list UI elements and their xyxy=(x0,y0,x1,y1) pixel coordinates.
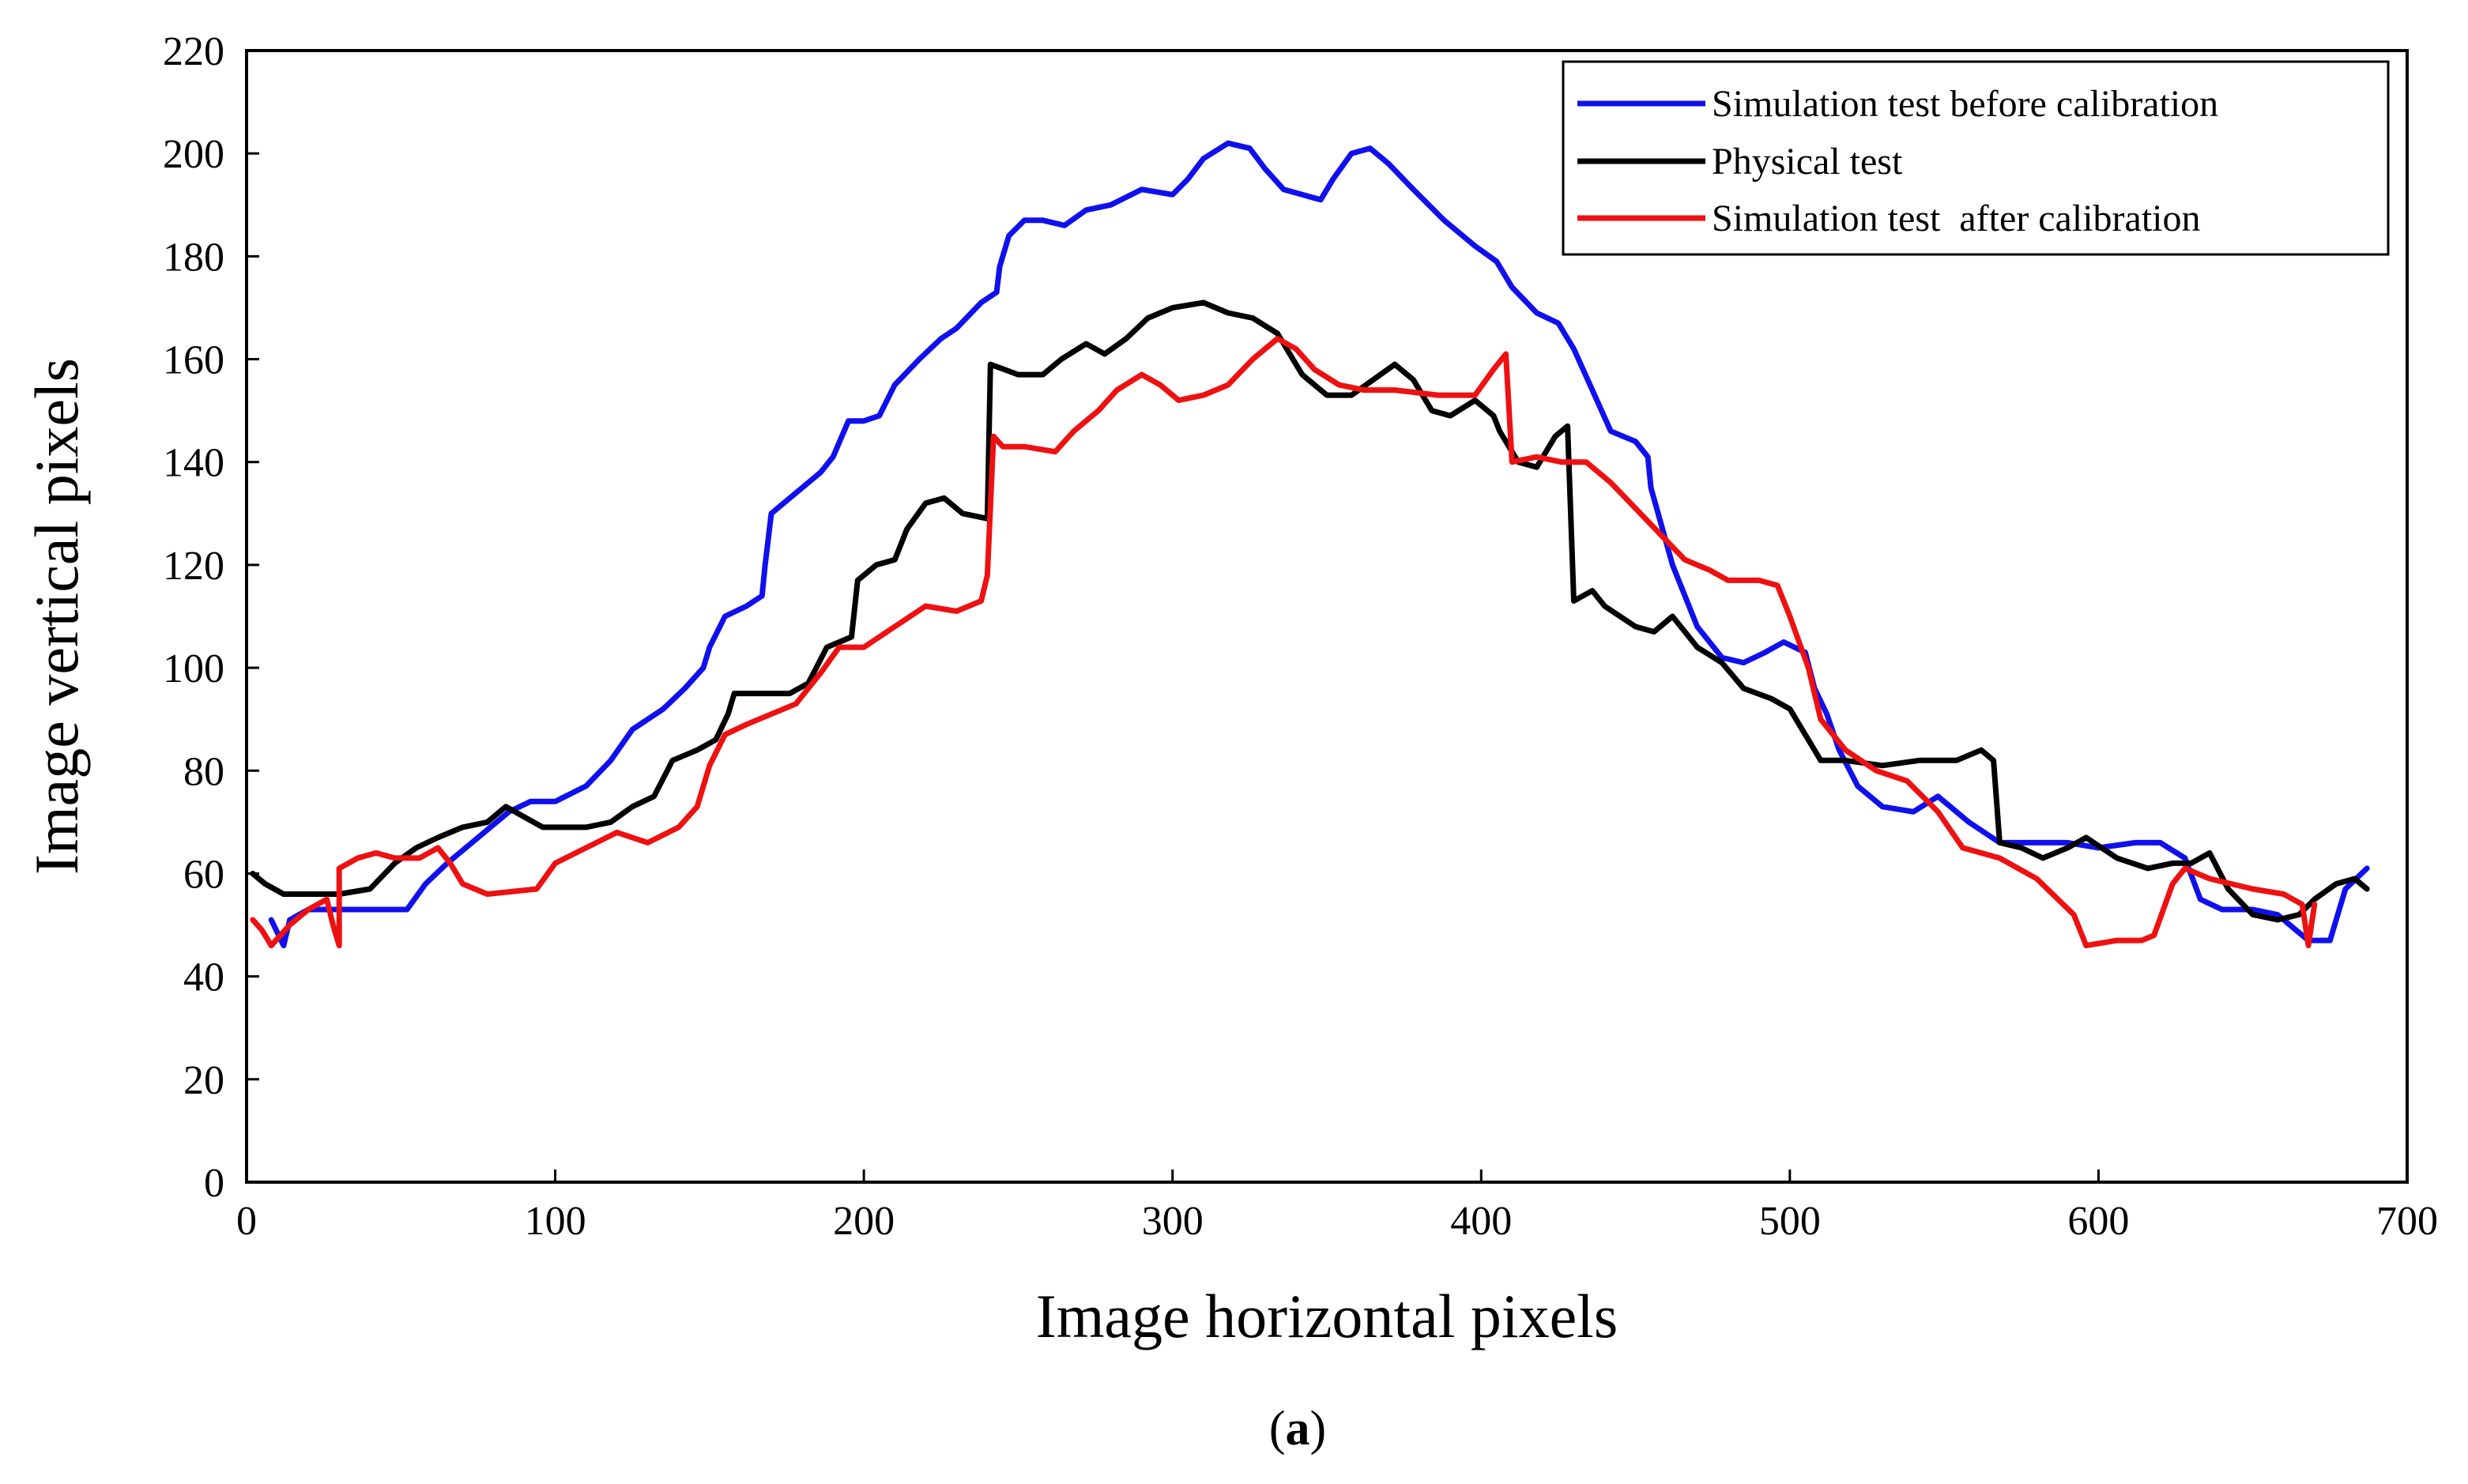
x-tick-label: 600 xyxy=(2067,1199,2129,1244)
legend-label-physical-test: Physical test xyxy=(1712,141,1903,183)
y-axis-title: Image vertical pixels xyxy=(22,358,91,875)
plot-frame xyxy=(245,49,2409,1184)
x-tick-label: 100 xyxy=(525,1199,586,1244)
y-tick-label: 160 xyxy=(163,338,224,383)
series-line-1 xyxy=(268,140,2370,949)
x-tick-label: 700 xyxy=(2376,1199,2438,1244)
y-tick-label: 0 xyxy=(204,1161,224,1206)
y-tick-label: 140 xyxy=(163,441,224,486)
series-layer xyxy=(250,140,2370,949)
x-tick-label: 200 xyxy=(833,1199,895,1244)
y-tick-label: 40 xyxy=(183,955,224,1000)
legend: Simulation test before calibration Physi… xyxy=(1562,60,2390,256)
tick-layer: 0 100 200 300 400 500 600 700 0 20 40 60 80 100 120 140… xyxy=(163,29,2438,1244)
y-tick-label: 100 xyxy=(163,646,224,691)
legend-label-after-calibration: Simulation test after calibration xyxy=(1712,198,2201,239)
x-tick-label: 400 xyxy=(1450,1199,1512,1244)
x-tick-label: 0 xyxy=(236,1199,257,1244)
legend-label-before-calibration: Simulation test before calibration xyxy=(1712,83,2218,125)
y-tick-label: 80 xyxy=(183,749,224,794)
legend-box xyxy=(1562,60,2390,256)
y-tick-label: 120 xyxy=(163,544,224,589)
panel-label-close: ) xyxy=(1310,1402,1327,1456)
y-tick-label: 220 xyxy=(163,29,224,74)
y-tick-label: 20 xyxy=(183,1058,224,1103)
x-tick-label: 500 xyxy=(1759,1199,1821,1244)
series-line-2 xyxy=(250,299,2370,923)
y-tick-label: 200 xyxy=(163,132,224,177)
panel-label-letter: a xyxy=(1286,1402,1310,1456)
x-tick-label: 300 xyxy=(1142,1199,1204,1244)
y-tick-label: 180 xyxy=(163,235,224,280)
series-line-3 xyxy=(250,336,2318,949)
panel-label-open: ( xyxy=(1269,1402,1286,1456)
panel-label: (a) xyxy=(1269,1402,1326,1456)
x-axis-title: Image horizontal pixels xyxy=(1036,1282,1618,1350)
y-tick-label: 60 xyxy=(183,852,224,897)
